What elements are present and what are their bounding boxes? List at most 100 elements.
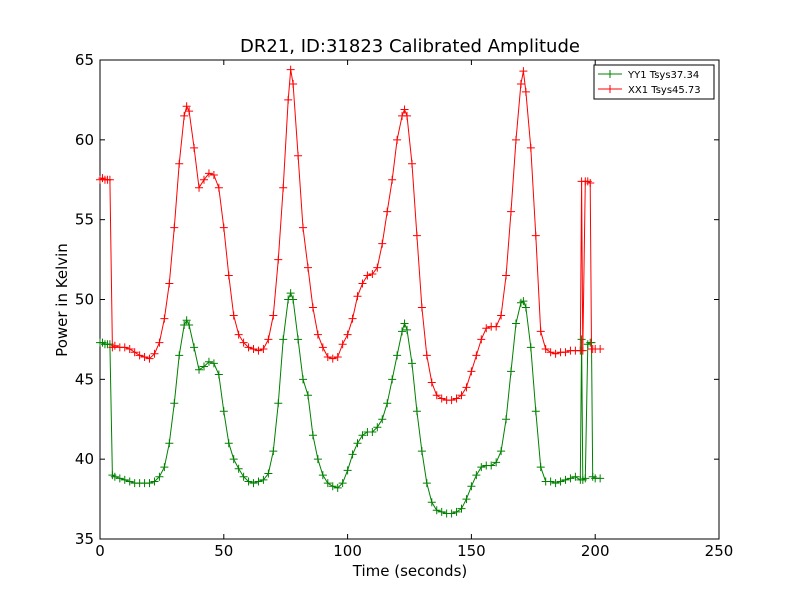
data-point bbox=[294, 151, 303, 160]
data-point bbox=[472, 351, 481, 360]
data-point bbox=[358, 279, 367, 288]
data-point bbox=[170, 223, 179, 232]
data-point bbox=[145, 479, 154, 488]
data-point bbox=[422, 479, 431, 488]
data-point bbox=[120, 343, 129, 352]
data-point bbox=[452, 507, 461, 516]
data-point bbox=[373, 263, 382, 272]
data-point bbox=[125, 344, 134, 353]
data-point bbox=[536, 463, 545, 472]
data-point bbox=[546, 477, 555, 486]
y-tick-label: 35 bbox=[75, 530, 94, 548]
data-point bbox=[229, 455, 238, 464]
data-point bbox=[303, 263, 312, 272]
data-point bbox=[497, 447, 506, 456]
data-point bbox=[214, 370, 223, 379]
data-point bbox=[229, 311, 238, 320]
data-point bbox=[313, 330, 322, 339]
data-point bbox=[259, 344, 268, 353]
y-tick-label: 60 bbox=[75, 131, 94, 149]
data-point bbox=[536, 327, 545, 336]
data-point bbox=[487, 461, 496, 470]
series-layer bbox=[96, 65, 605, 518]
data-point bbox=[519, 297, 528, 306]
data-point bbox=[318, 471, 327, 480]
data-point bbox=[130, 348, 139, 357]
data-point bbox=[333, 352, 342, 361]
data-point bbox=[209, 170, 218, 179]
data-point bbox=[110, 472, 119, 481]
data-point bbox=[427, 378, 436, 387]
data-point bbox=[175, 351, 184, 360]
data-point bbox=[190, 143, 199, 152]
data-point bbox=[472, 471, 481, 480]
legend-label: XX1 Tsys45.73 bbox=[628, 85, 701, 96]
data-point bbox=[581, 474, 590, 483]
data-point bbox=[328, 354, 337, 363]
data-point bbox=[279, 335, 288, 344]
data-point bbox=[432, 506, 441, 515]
data-point bbox=[388, 175, 397, 184]
data-point bbox=[175, 159, 184, 168]
data-point bbox=[160, 463, 169, 472]
data-point bbox=[343, 330, 352, 339]
data-point bbox=[363, 271, 372, 280]
chart-title: DR21, ID:31823 Calibrated Amplitude bbox=[240, 36, 580, 57]
data-point bbox=[286, 65, 295, 74]
x-tick-label: 150 bbox=[457, 542, 486, 560]
data-point bbox=[155, 338, 164, 347]
data-point bbox=[407, 359, 416, 368]
data-point bbox=[383, 207, 392, 216]
data-point bbox=[393, 135, 402, 144]
legend-entries: YY1 Tsys37.34 XX1 Tsys45.73 bbox=[598, 70, 701, 96]
data-point bbox=[160, 314, 169, 323]
data-point bbox=[318, 343, 327, 352]
data-point bbox=[105, 175, 114, 184]
data-point bbox=[531, 231, 540, 240]
data-point bbox=[596, 474, 605, 483]
legend-swatch-marker bbox=[606, 85, 614, 93]
data-point bbox=[511, 135, 520, 144]
data-point bbox=[398, 327, 407, 336]
data-point bbox=[308, 431, 317, 440]
x-tick-label: 50 bbox=[214, 542, 233, 560]
data-point bbox=[556, 477, 565, 486]
data-point bbox=[195, 183, 204, 192]
y-tick-label: 55 bbox=[75, 211, 94, 229]
series-xx1 bbox=[96, 65, 605, 405]
y-tick-label: 40 bbox=[75, 450, 94, 468]
data-point bbox=[353, 292, 362, 301]
data-point bbox=[264, 335, 273, 344]
data-point bbox=[204, 169, 213, 178]
data-point bbox=[204, 357, 213, 366]
data-point bbox=[289, 79, 298, 88]
tick-layer: 0 50 100 150 200 250 35 40 45 50 55 60 65 bbox=[75, 51, 733, 560]
data-point bbox=[180, 111, 189, 120]
data-point bbox=[264, 469, 273, 478]
data-point bbox=[125, 477, 134, 486]
data-point bbox=[412, 231, 421, 240]
data-point bbox=[403, 325, 412, 334]
data-point bbox=[269, 447, 278, 456]
data-point bbox=[437, 507, 446, 516]
data-point bbox=[492, 322, 501, 331]
data-point bbox=[551, 349, 560, 358]
data-point bbox=[249, 344, 258, 353]
data-point bbox=[269, 311, 278, 320]
plot-area: 0 50 100 150 200 250 35 40 45 50 55 60 65 bbox=[75, 51, 733, 560]
data-point bbox=[165, 279, 174, 288]
data-point bbox=[519, 67, 528, 76]
data-point bbox=[422, 351, 431, 360]
data-point bbox=[239, 472, 248, 481]
series-line bbox=[99, 69, 601, 401]
data-point bbox=[294, 335, 303, 344]
data-point bbox=[239, 338, 248, 347]
y-axis-label: Power in Kelvin bbox=[53, 243, 71, 357]
y-tick-label: 65 bbox=[75, 51, 94, 69]
data-point bbox=[333, 483, 342, 492]
data-point bbox=[219, 223, 228, 232]
x-axis-label: Time (seconds) bbox=[352, 562, 468, 580]
data-point bbox=[284, 95, 293, 104]
data-point bbox=[234, 330, 243, 339]
data-point bbox=[526, 343, 535, 352]
